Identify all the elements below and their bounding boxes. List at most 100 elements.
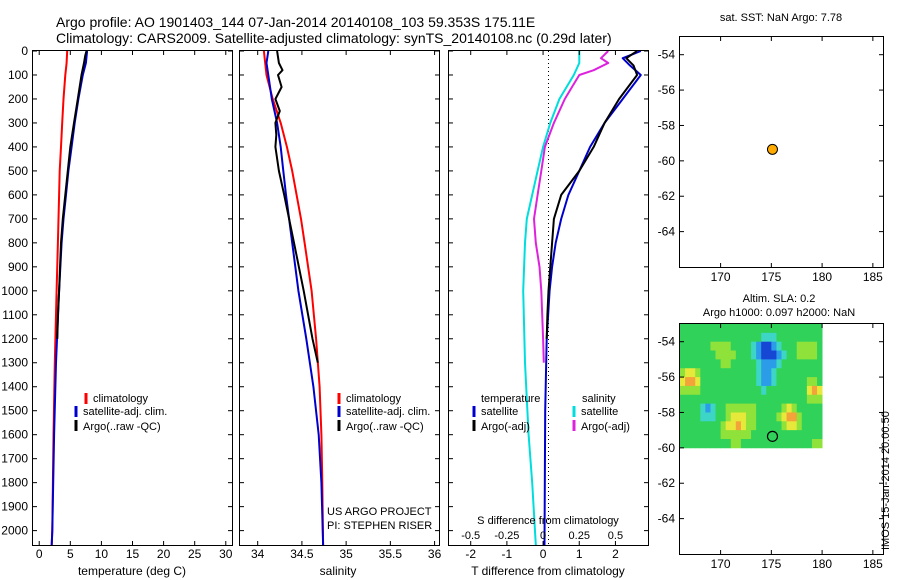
heatmap-cell [685, 439, 691, 449]
depth-tick-label: 500 [8, 164, 28, 178]
heatmap-cell [771, 403, 777, 413]
heatmap-cell [811, 350, 818, 360]
heatmap-cell [690, 394, 696, 405]
s-tick-label: -0.5 [461, 530, 480, 542]
heatmap-cell [791, 412, 798, 422]
heatmap-cell [771, 359, 777, 369]
heatmap-cell [725, 412, 732, 422]
temperature-legend-climatology: climatology [93, 393, 149, 405]
heatmap-cell [781, 430, 787, 440]
map-x-tick-label: 180 [812, 270, 832, 284]
heatmap-cell [725, 368, 732, 378]
depth-tick-label: 1600 [1, 428, 28, 442]
heatmap-cell [761, 359, 767, 369]
heatmap-cell [756, 341, 762, 351]
heatmap-cell [801, 439, 808, 449]
heatmap-cell [806, 412, 813, 422]
heatmap-cell [766, 412, 772, 422]
heatmap-cell [685, 403, 691, 413]
heatmap-cell [700, 377, 706, 387]
heatmap-cell [766, 332, 772, 343]
heatmap-cell [766, 324, 772, 334]
heatmap-cell [791, 394, 798, 405]
pi-annotation: PI: STEPHEN RISER [327, 520, 432, 532]
heatmap-cell [700, 412, 706, 422]
heatmap-cell [695, 350, 701, 360]
imos-watermark: IMOS 15-Jan-2014 20:00:50 [880, 411, 892, 550]
heatmap-cell [695, 332, 701, 343]
heatmap-cell [781, 341, 787, 351]
heatmap-cell [690, 377, 696, 387]
heatmap-cell [786, 324, 793, 334]
heatmap-cell [735, 377, 742, 387]
heatmap-cell [796, 385, 803, 396]
heatmap-cell [791, 377, 798, 387]
heatmap-cell [700, 368, 706, 378]
map-x-tick-label: 175 [761, 270, 781, 284]
heatmap-cell [771, 377, 777, 387]
heatmap-cell [705, 385, 711, 396]
heatmap-cell [781, 439, 787, 449]
heatmap-cell [680, 439, 686, 449]
heatmap-cell [817, 439, 823, 449]
heatmap-cell [720, 341, 727, 351]
heatmap-cell [791, 421, 798, 431]
heatmap-cell [791, 385, 798, 396]
map-y-tick-label: -54 [658, 48, 676, 62]
heatmap-cell [806, 403, 813, 413]
series-line-argo [274, 51, 319, 363]
heatmap-cell [740, 324, 747, 334]
heatmap-cell [695, 368, 701, 378]
heatmap-cell [725, 430, 732, 440]
heatmap-cell [710, 359, 716, 369]
heatmap-cell [811, 403, 818, 413]
x-tick-label: 30 [219, 547, 233, 561]
heatmap-cell [680, 341, 686, 351]
sla-map-title-line1: Altim. SLA: 0.2 [743, 293, 816, 305]
depth-tick-label: 1900 [1, 500, 28, 514]
heatmap-cell [791, 341, 798, 351]
heatmap-cell [761, 341, 767, 351]
heatmap-cell [761, 332, 767, 343]
heatmap-cell [745, 332, 752, 343]
heatmap-cell [745, 394, 752, 405]
heatmap-cell [680, 350, 686, 360]
heatmap-cell [735, 421, 742, 431]
map-y-tick-label: -58 [658, 118, 676, 132]
depth-tick-label: 900 [8, 260, 28, 274]
depth-tick-label: 200 [8, 92, 28, 106]
sst-map-points [766, 143, 778, 155]
x-tick-label: 0 [36, 547, 43, 561]
heatmap-cell [740, 412, 747, 422]
heatmap-cell [700, 341, 706, 351]
heatmap-cell [761, 403, 767, 413]
heatmap-cell [756, 385, 762, 396]
heatmap-cell [740, 421, 747, 431]
heatmap-cell [700, 394, 706, 405]
heatmap-cell [700, 439, 706, 449]
heatmap-cell [801, 341, 808, 351]
heatmap-cell [776, 394, 782, 405]
heatmap-cell [756, 332, 762, 343]
heatmap-cell [725, 394, 732, 405]
heatmap-cell [745, 430, 752, 440]
heatmap-cell [680, 385, 686, 396]
x-tick-label: 20 [157, 547, 171, 561]
heatmap-cell [725, 439, 732, 449]
heatmap-cell [766, 421, 772, 431]
heatmap-cell [776, 332, 782, 343]
heatmap-cell [806, 377, 813, 387]
heatmap-cell [761, 439, 767, 449]
x-tick-label: 25 [188, 547, 202, 561]
heatmap-cell [730, 421, 737, 431]
heatmap-cell [761, 368, 767, 378]
heatmap-cell [705, 430, 711, 440]
heatmap-cell [710, 394, 716, 405]
heatmap-cell [751, 412, 757, 422]
heatmap-cell [776, 359, 782, 369]
heatmap-cell [695, 377, 701, 387]
heatmap-cell [817, 385, 823, 396]
difference-x-ticks: -2 -1 0 1 2 [465, 51, 619, 561]
heatmap-cell [690, 412, 696, 422]
heatmap-cell [730, 377, 737, 387]
